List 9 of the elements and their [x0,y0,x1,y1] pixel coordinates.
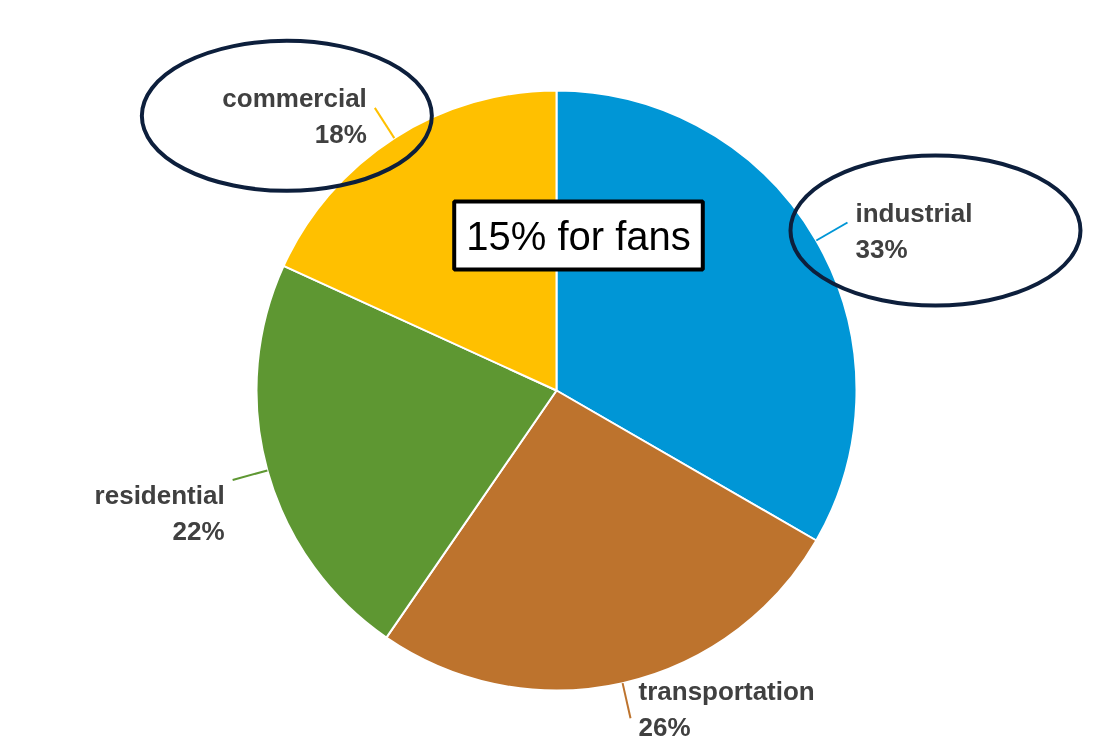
slice-label: transportation [638,675,815,706]
data-label: 22% [172,516,225,547]
data-label: 33% [855,233,908,264]
text: 15% for fans [466,213,691,258]
slice-label: residential [94,480,225,511]
data-label: 18% [314,118,367,149]
data-label: 26% [638,711,691,742]
slice-label: commercial [222,82,367,113]
slice-label: industrial [855,197,973,228]
